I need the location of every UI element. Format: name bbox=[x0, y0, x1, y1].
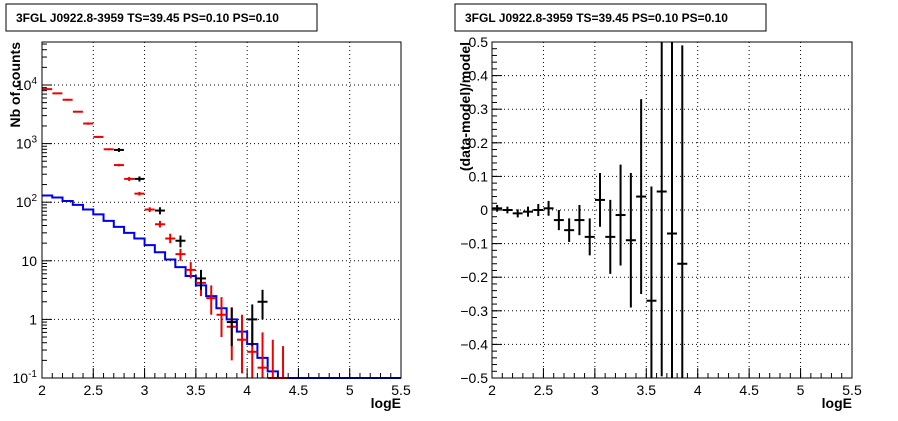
right-x-axis-title: logE bbox=[822, 395, 852, 411]
left-y-axis-title: Nb of counts bbox=[7, 42, 23, 128]
left-y-tick-label: 102 bbox=[16, 193, 38, 210]
left-x-tick-label: 3.5 bbox=[186, 382, 206, 398]
right-y-axis-title: (data-model)/model bbox=[457, 42, 473, 171]
left-y-tick-label: 10-1 bbox=[13, 369, 38, 386]
right-x-tick-label: 4.5 bbox=[739, 382, 759, 398]
right-plot-frame bbox=[491, 41, 853, 379]
right-y-tick-label: 0.1 bbox=[469, 168, 489, 184]
right-grid bbox=[492, 42, 852, 378]
left-title: 3FGL J0922.8-3959 TS=39.45 PS=0.10 PS=0.… bbox=[16, 11, 279, 25]
right-y-tick-label: 0.5 bbox=[469, 34, 489, 50]
left-x-tick-label: 2.5 bbox=[84, 382, 104, 398]
left-y-tick-label: 103 bbox=[16, 135, 38, 152]
right-panel: 3FGL J0922.8-3959 TS=39.45 PS=0.10 PS=0.… bbox=[454, 3, 862, 411]
right-y-tick-label: 0.3 bbox=[469, 101, 489, 117]
left-y-tick-label: 104 bbox=[16, 76, 38, 93]
left-x-tick-label: 5 bbox=[346, 382, 354, 398]
right-y-tick-label: −0.5 bbox=[460, 370, 488, 386]
right-x-tick-label: 4 bbox=[694, 382, 702, 398]
right-y-tick-label: −0.2 bbox=[460, 269, 488, 285]
left-plot-frame bbox=[41, 41, 402, 379]
left-x-tick-label: 4 bbox=[243, 382, 251, 398]
right-y-tick-label: −0.3 bbox=[460, 303, 488, 319]
left-title-box bbox=[5, 3, 318, 32]
left-x-tick-label: 4.5 bbox=[289, 382, 309, 398]
right-title: 3FGL J0922.8-3959 TS=39.45 PS=0.10 PS=0.… bbox=[465, 11, 728, 25]
right-y-tick-label: −0.1 bbox=[460, 236, 488, 252]
left-blue-step-line bbox=[42, 194, 401, 379]
right-x-tick-label: 2.5 bbox=[534, 382, 554, 398]
right-title-box bbox=[454, 3, 767, 32]
left-x-tick-label: 5.5 bbox=[391, 382, 411, 398]
right-x-tick-label: 5 bbox=[797, 382, 805, 398]
left-x-tick-label: 2 bbox=[38, 382, 46, 398]
right-x-tick-label: 5.5 bbox=[842, 382, 862, 398]
left-x-axis-title: logE bbox=[371, 395, 401, 411]
right-x-tick-label: 3 bbox=[591, 382, 599, 398]
right-y-tick-label: 0.4 bbox=[469, 68, 489, 84]
left-y-tick-label: 10 bbox=[21, 253, 37, 269]
right-x-tick-label: 2 bbox=[488, 382, 496, 398]
left-panel: 3FGL J0922.8-3959 TS=39.45 PS=0.10 PS=0.… bbox=[5, 3, 411, 411]
left-y-tick-label: 1 bbox=[29, 311, 37, 327]
right-y-tick-label: 0.2 bbox=[469, 135, 489, 151]
left-ticks: 2 2.5 3 3.5 4 4.5 5 5.5 10-1 1 10 102 103 104 bbox=[13, 43, 411, 398]
right-x-tick-label: 3.5 bbox=[637, 382, 657, 398]
left-x-tick-label: 3 bbox=[141, 382, 149, 398]
right-y-tick-label: −0.4 bbox=[460, 336, 488, 352]
right-marks bbox=[492, 42, 688, 378]
right-y-tick-label: 0 bbox=[480, 202, 488, 218]
left-marks bbox=[42, 88, 401, 379]
left-grid bbox=[42, 42, 401, 378]
